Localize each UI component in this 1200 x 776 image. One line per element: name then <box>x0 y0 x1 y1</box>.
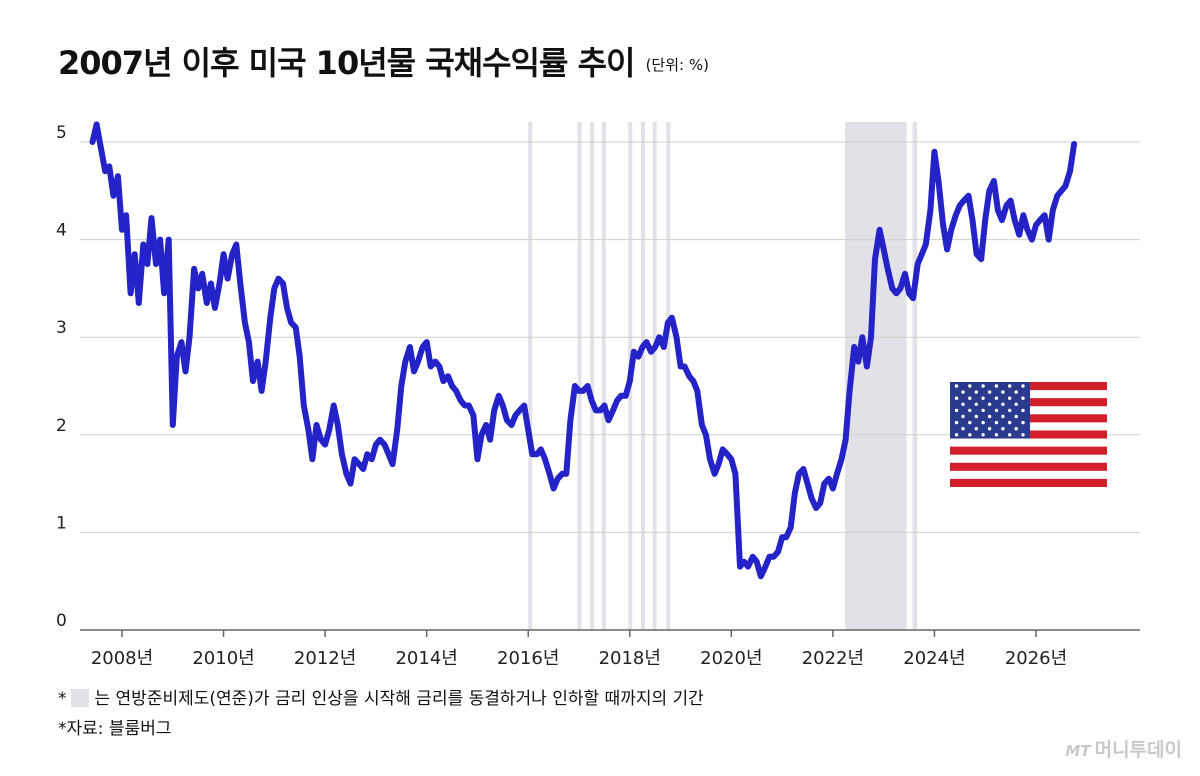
logo-mark: MT <box>1065 742 1091 760</box>
x-tick-label: 2020년 <box>700 648 762 669</box>
y-tick-label: 2 <box>56 416 67 436</box>
y-tick-label: 4 <box>56 221 67 241</box>
y-axis-ticks: 0 1 2 3 4 5 <box>56 123 67 631</box>
x-tick-label: 2026년 <box>1005 648 1067 669</box>
line-chart: 0 1 2 3 4 5 2008년 2010년 2012년 2014년 2016년 2018년 202… <box>56 121 1140 669</box>
x-tick-label: 2022년 <box>802 648 864 669</box>
legend-text: 는 연방준비제도(연준)가 금리 인상을 시작해 금리를 동결하거나 인하할 때… <box>94 689 704 709</box>
fed-hike-periods <box>528 122 918 630</box>
y-tick-label: 5 <box>56 123 67 143</box>
shaded-period-2 <box>590 122 595 630</box>
chart-title: 2007년 이후 미국 10년물 국채수익률 추이 <box>58 44 635 82</box>
shaded-period-1 <box>577 122 582 630</box>
x-tick-label: 2024년 <box>903 648 965 669</box>
us-flag-icon <box>950 382 1107 487</box>
series-line-0 <box>89 121 1078 580</box>
x-tick-label: 2012년 <box>294 648 356 669</box>
y-tick-label: 0 <box>56 611 67 631</box>
unit-label: (단위: %) <box>645 56 709 74</box>
legend-note: * 는 연방준비제도(연준)가 금리 인상을 시작해 금리를 동결하거나 인하할 … <box>58 684 704 709</box>
legend-star: * <box>58 689 67 709</box>
source-note: *자료: 블룸버그 <box>58 719 172 739</box>
x-axis: 2008년 2010년 2012년 2014년 2016년 2018년 2020년 2022년… <box>80 629 1140 669</box>
shaded-period-swatch <box>70 689 89 707</box>
y-tick-label: 3 <box>56 318 67 338</box>
shaded-period-8 <box>845 122 907 630</box>
x-tick-label: 2008년 <box>91 648 153 669</box>
x-tick-label: 2010년 <box>192 648 254 669</box>
x-tick-label: 2018년 <box>599 648 661 669</box>
publisher-logo: MT 머니투데이 <box>1065 735 1182 762</box>
x-tick-label: 2016년 <box>497 648 559 669</box>
shaded-period-7 <box>666 122 671 630</box>
title-block: 2007년 이후 미국 10년물 국채수익률 추이 (단위: %) <box>58 38 709 84</box>
shaded-period-0 <box>528 122 533 630</box>
logo-name: 머니투데이 <box>1094 739 1182 761</box>
shaded-period-9 <box>912 122 918 630</box>
shaded-period-6 <box>652 122 657 630</box>
shaded-period-3 <box>601 122 606 630</box>
x-tick-label: 2014년 <box>395 648 457 669</box>
y-tick-label: 1 <box>56 513 67 533</box>
yield-series <box>89 121 1078 580</box>
shaded-period-5 <box>640 122 645 630</box>
